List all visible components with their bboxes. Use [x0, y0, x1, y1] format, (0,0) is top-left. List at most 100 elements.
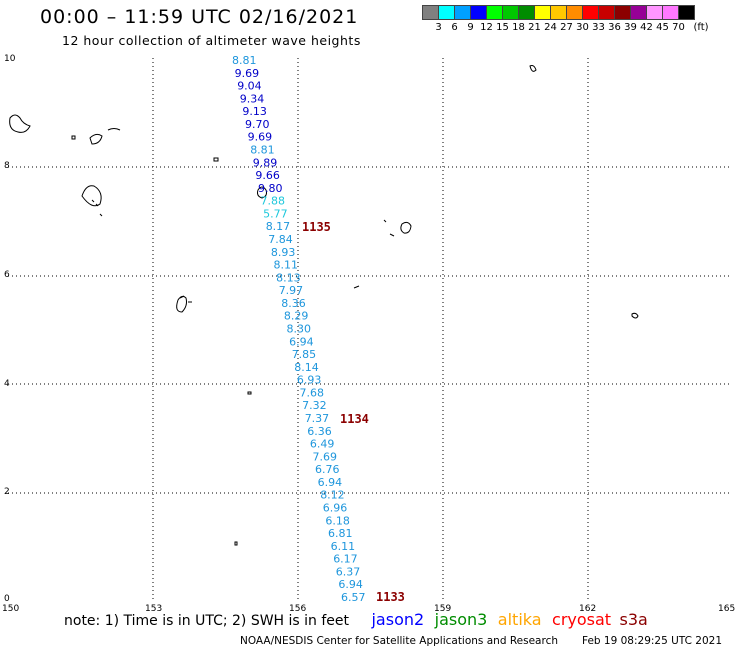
- wave-height-value: 6.76: [315, 463, 340, 476]
- x-axis-label: 150: [2, 604, 19, 614]
- legend-swatch: [486, 5, 503, 20]
- wave-height-value: 6.11: [331, 540, 356, 553]
- island-outline: [213, 157, 219, 162]
- legend-unit: (ft): [693, 22, 709, 33]
- wave-height-value: 8.93: [271, 246, 296, 259]
- legend-color-bar: [422, 5, 695, 20]
- axis-labels: 10 8 6 4 2 0 150 153 156 159 162 165: [2, 54, 735, 614]
- wave-height-value: 7.85: [292, 348, 317, 361]
- wave-height-value: 9.34: [240, 92, 264, 105]
- wave-height-value: 9.89: [253, 156, 277, 169]
- legend-label: 33: [592, 22, 605, 33]
- wave-height-value: 8.81: [232, 54, 257, 67]
- wave-height-value: 7.97: [279, 284, 304, 297]
- legend-labels: 3 6 9 12 15 18 21 24 27 30 33 36 39 42 45 70 (ft): [422, 20, 708, 34]
- wave-height-value: 6.96: [323, 502, 348, 515]
- satellite-cryosat: cryosat: [552, 610, 612, 629]
- island-outline: [234, 541, 238, 546]
- satellite-legend: jason2 jason3 altika cryosat s3a: [371, 610, 647, 629]
- legend-label: 42: [640, 22, 653, 33]
- wave-height-value: 6.57: [341, 591, 366, 604]
- x-axis-label: 153: [145, 604, 162, 614]
- legend-label: 21: [528, 22, 541, 33]
- wave-height-value: 8.11: [274, 259, 299, 272]
- island-outline: [81, 185, 102, 207]
- wave-height-value: 6.93: [297, 374, 322, 387]
- legend-label: 6: [451, 22, 458, 33]
- wave-height-track: 8.819.699.049.349.139.709.698.819.899.66…: [232, 54, 366, 604]
- island-outline: [353, 285, 360, 289]
- wave-height-value: 7.68: [300, 386, 325, 399]
- island-outline: [257, 186, 267, 199]
- time-label-1134: 1134: [340, 412, 369, 426]
- wave-height-value: 7.88: [261, 195, 286, 208]
- color-legend: 3 6 9 12 15 18 21 24 27 30 33 36 39 42 45 70 (ft): [422, 5, 709, 34]
- wave-height-value: 6.17: [333, 553, 358, 566]
- wave-height-value: 7.37: [305, 412, 330, 425]
- legend-swatch: [518, 5, 535, 20]
- wave-height-value: 8.36: [281, 297, 306, 310]
- legend-label: 30: [576, 22, 589, 33]
- legend-label: 27: [560, 22, 573, 33]
- y-axis-label: 8: [4, 161, 10, 171]
- satellite-altika: altika: [497, 610, 542, 629]
- y-axis-label: 10: [4, 54, 16, 64]
- page-subtitle: 12 hour collection of altimeter wave hei…: [62, 33, 361, 48]
- wave-height-value: 9.69: [248, 131, 273, 144]
- y-axis-label: 6: [4, 270, 10, 280]
- legend-swatch: [470, 5, 487, 20]
- x-axis-label: 159: [434, 604, 451, 614]
- wave-height-value: 9.80: [258, 182, 283, 195]
- time-label-1133: 1133: [376, 590, 405, 604]
- legend-label: 36: [608, 22, 621, 33]
- island-outline: [383, 219, 387, 223]
- legend-swatch: [678, 5, 695, 20]
- wave-height-value: 6.18: [325, 514, 350, 527]
- island-outline: [91, 199, 103, 217]
- satellite-jason2: jason2: [371, 610, 425, 629]
- legend-swatch: [454, 5, 471, 20]
- island-outline: [89, 133, 103, 145]
- island-outline: [179, 295, 192, 303]
- legend-swatch: [630, 5, 647, 20]
- wave-height-value: 6.81: [328, 527, 353, 540]
- legend-swatch: [438, 5, 455, 20]
- wave-height-value: 9.69: [235, 67, 260, 80]
- island-outline: [400, 221, 412, 234]
- wave-height-value: 6.94: [318, 476, 343, 489]
- legend-label: 12: [480, 22, 493, 33]
- wave-height-value: 6.36: [307, 425, 332, 438]
- y-axis-label: 0: [4, 594, 10, 604]
- wave-height-value: 9.70: [245, 118, 270, 131]
- island-outline: [247, 391, 252, 395]
- island-outline: [529, 65, 537, 72]
- wave-height-value: 7.84: [268, 233, 293, 246]
- y-axis-label: 4: [4, 379, 10, 389]
- wave-height-value: 6.94: [289, 335, 314, 348]
- legend-label: 18: [512, 22, 525, 33]
- wave-height-value: 6.37: [336, 565, 361, 578]
- legend-label: 15: [496, 22, 509, 33]
- note-row: note: 1) Time is in UTC; 2) SWH is in fe…: [64, 610, 648, 629]
- island-outlines: [9, 65, 639, 546]
- legend-swatch: [646, 5, 663, 20]
- legend-label: 24: [544, 22, 557, 33]
- island-outline: [389, 233, 395, 237]
- legend-swatch: [598, 5, 615, 20]
- island-outline: [107, 128, 121, 131]
- x-axis-label: 165: [718, 604, 735, 614]
- wave-height-value: 8.29: [284, 310, 309, 323]
- note-text: note: 1) Time is in UTC; 2) SWH is in fe…: [64, 613, 350, 629]
- legend-label: 45: [656, 22, 669, 33]
- time-label-1135: 1135: [302, 220, 331, 234]
- island-outline: [176, 295, 187, 313]
- wave-height-value: 7.32: [302, 399, 327, 412]
- legend-swatch: [550, 5, 567, 20]
- legend-swatch: [582, 5, 599, 20]
- wave-height-value: 8.12: [320, 489, 345, 502]
- wave-height-value: 5.77: [263, 207, 288, 220]
- legend-swatch: [422, 5, 439, 20]
- wave-height-value: 9.66: [255, 169, 280, 182]
- island-outline: [631, 312, 639, 319]
